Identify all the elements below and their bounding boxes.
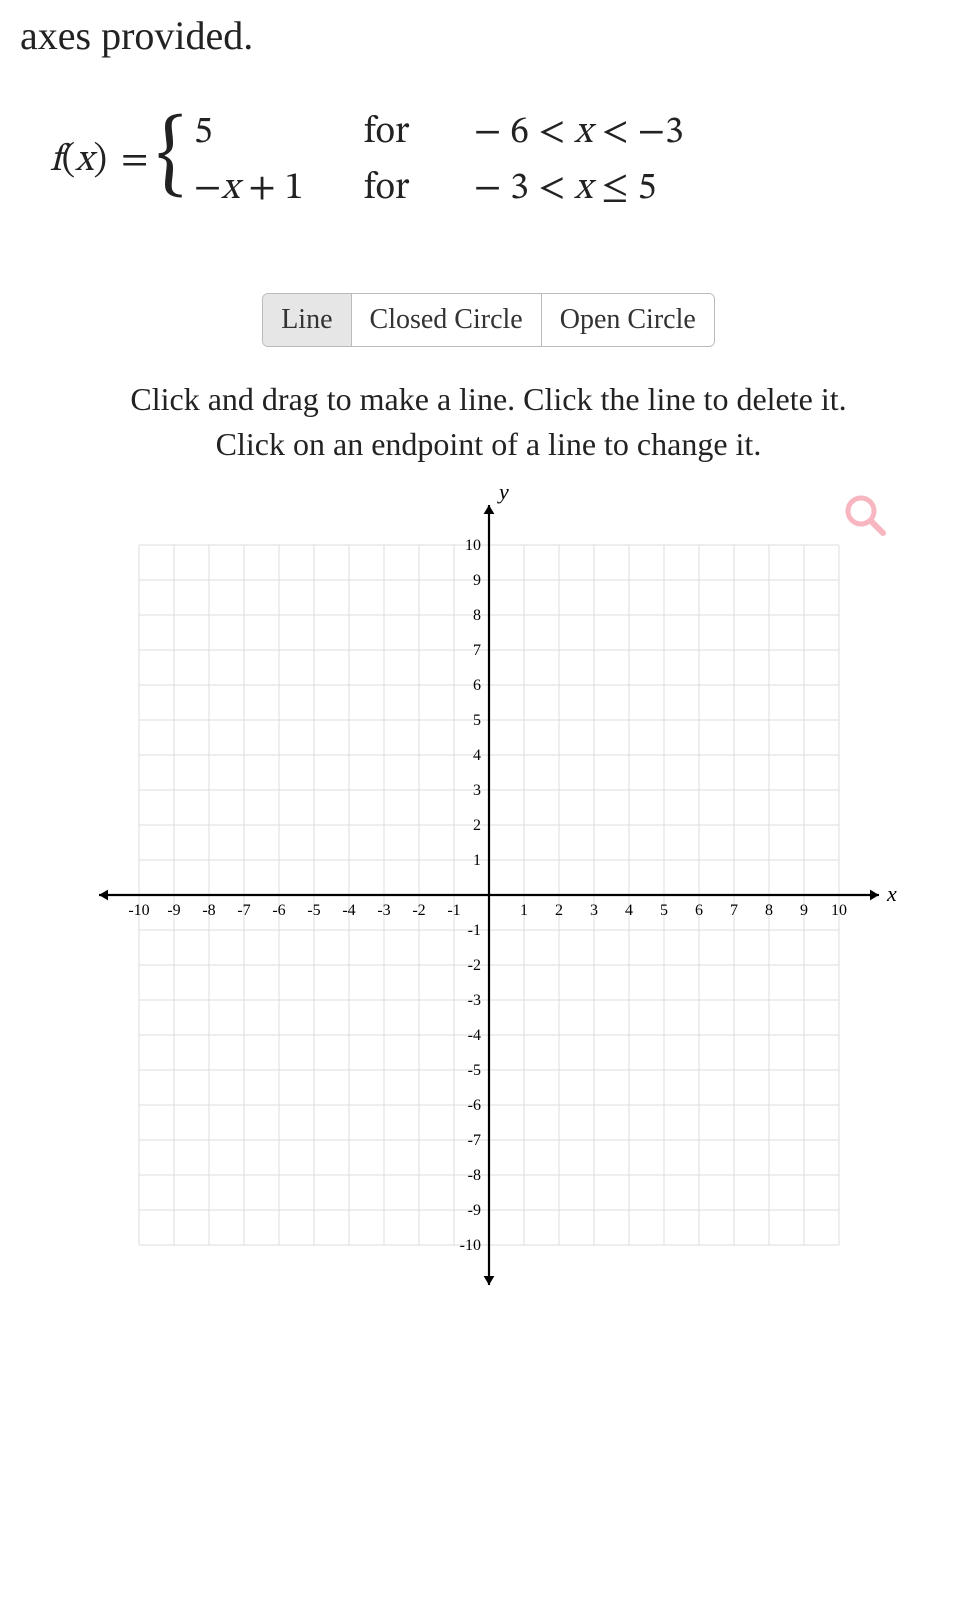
svg-text:-5: -5 (307, 902, 320, 919)
case1-expr: 5 (194, 109, 364, 157)
svg-text:-8: -8 (202, 902, 215, 919)
svg-text:-2: -2 (467, 957, 480, 974)
svg-text:6: 6 (695, 902, 703, 919)
svg-text:1: 1 (520, 902, 528, 919)
coordinate-grid[interactable]: x y -10 -9 -8 -7 -6 -5 -4 -3 -2 -1 1 2 3 4 5 6 7 8 9 10 -10 -9 -… (79, 485, 899, 1305)
svg-text:-9: -9 (167, 902, 180, 919)
piecewise-function: f(x) = { 5 for − 6 < x < −3 −x + 1 for −… (50, 109, 957, 213)
tool-line-button[interactable]: Line (263, 294, 351, 346)
svg-text:-4: -4 (342, 902, 355, 919)
svg-text:8: 8 (473, 607, 481, 624)
svg-text:-8: -8 (467, 1167, 480, 1184)
graph-area[interactable]: x y -10 -9 -8 -7 -6 -5 -4 -3 -2 -1 1 2 3 4 5 6 7 8 9 10 -10 -9 -… (20, 485, 957, 1305)
svg-text:2: 2 (473, 817, 481, 834)
svg-text:x: x (886, 881, 897, 906)
svg-text:-10: -10 (459, 1237, 480, 1254)
zoom-icon[interactable] (843, 493, 887, 542)
svg-text:6: 6 (473, 677, 481, 694)
svg-text:-6: -6 (467, 1097, 480, 1114)
paren-open: ( (62, 142, 76, 180)
case2-cond: − 3 < x ≤ 5 (474, 165, 684, 213)
svg-text:8: 8 (765, 902, 773, 919)
svg-text:-7: -7 (467, 1132, 480, 1149)
svg-text:-5: -5 (467, 1062, 480, 1079)
svg-text:-6: -6 (272, 902, 285, 919)
svg-text:3: 3 (473, 782, 481, 799)
svg-text:4: 4 (625, 902, 633, 919)
svg-text:4: 4 (473, 747, 481, 764)
svg-text:10: 10 (831, 902, 847, 919)
svg-text:9: 9 (800, 902, 808, 919)
tool-selector: Line Closed Circle Open Circle (20, 293, 957, 347)
instructions-line2: Click on an endpoint of a line to change… (60, 422, 917, 467)
paren-close: ) (93, 142, 107, 180)
left-brace: { (156, 126, 185, 189)
svg-text:-9: -9 (467, 1202, 480, 1219)
svg-text:1: 1 (473, 852, 481, 869)
svg-text:-2: -2 (412, 902, 425, 919)
svg-text:10: 10 (465, 537, 481, 554)
tool-closed-circle-button[interactable]: Closed Circle (352, 294, 542, 346)
instructions: Click and drag to make a line. Click the… (60, 377, 917, 467)
tool-open-circle-button[interactable]: Open Circle (542, 294, 714, 346)
svg-text:5: 5 (660, 902, 668, 919)
var-x: x (75, 142, 93, 180)
equals-sign: = (121, 137, 148, 185)
svg-text:-4: -4 (467, 1027, 480, 1044)
svg-text:-7: -7 (237, 902, 250, 919)
svg-text:-10: -10 (128, 902, 149, 919)
svg-text:5: 5 (473, 712, 481, 729)
svg-text:-1: -1 (447, 902, 460, 919)
svg-text:9: 9 (473, 572, 481, 589)
svg-text:y: y (497, 485, 509, 504)
f-symbol: f (50, 142, 62, 180)
case2-expr: −x + 1 (194, 165, 364, 213)
svg-text:-3: -3 (377, 902, 390, 919)
svg-text:2: 2 (555, 902, 563, 919)
svg-text:7: 7 (473, 642, 481, 659)
svg-text:-1: -1 (467, 922, 480, 939)
svg-text:7: 7 (730, 902, 738, 919)
case2-for: for (364, 165, 474, 213)
page-title: axes provided. (20, 12, 957, 59)
svg-text:-3: -3 (467, 992, 480, 1009)
case1-cond: − 6 < x < −3 (474, 109, 684, 157)
instructions-line1: Click and drag to make a line. Click the… (60, 377, 917, 422)
svg-text:3: 3 (590, 902, 598, 919)
case1-for: for (364, 109, 474, 157)
